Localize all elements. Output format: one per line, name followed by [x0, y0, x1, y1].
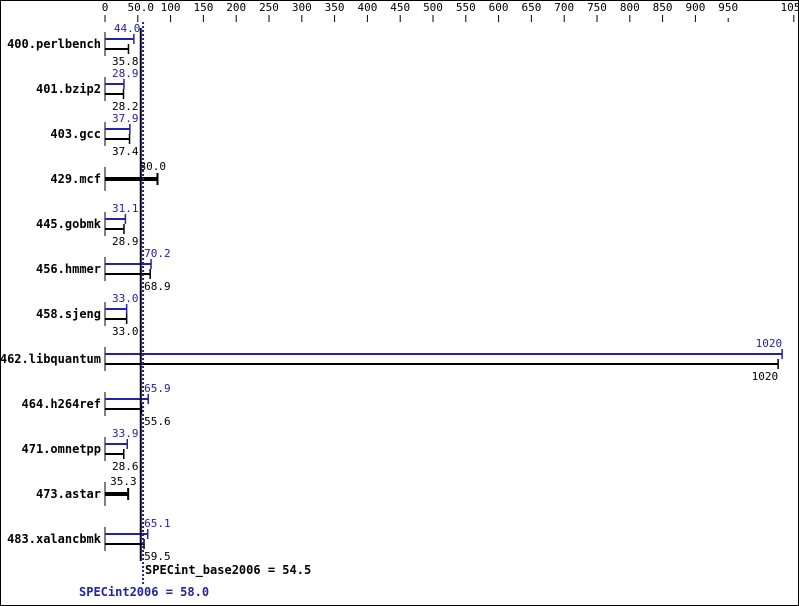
base-value-label: 1020	[752, 370, 779, 383]
x-tick-label: 50.0	[128, 1, 155, 14]
benchmark-label: 456.hmmer	[36, 262, 101, 276]
x-tick-label: 550	[456, 1, 476, 14]
benchmark-label: 473.astar	[36, 487, 101, 501]
benchmark-label: 401.bzip2	[36, 82, 101, 96]
peak-value-label: 70.2	[144, 247, 171, 260]
base-mean-label: SPECint_base2006 = 54.5	[145, 563, 311, 578]
base-value-label: 28.2	[112, 100, 139, 113]
x-tick-label: 850	[653, 1, 673, 14]
base-value-label: 68.9	[144, 280, 171, 293]
x-tick-label: 250	[259, 1, 279, 14]
base-value-label: 80.0	[139, 160, 166, 173]
base-value-label: 35.8	[112, 55, 139, 68]
x-tick-label: 0	[102, 1, 109, 14]
x-tick-label: 200	[226, 1, 246, 14]
peak-mean-label: SPECint2006 = 58.0	[79, 585, 209, 599]
peak-value-label: 33.9	[112, 427, 139, 440]
x-tick-label: 1050	[781, 1, 799, 14]
x-tick-label: 450	[390, 1, 410, 14]
base-value-label: 55.6	[144, 415, 171, 428]
benchmark-label: 471.omnetpp	[22, 442, 101, 456]
base-value-label: 35.3	[110, 475, 137, 488]
benchmark-label: 445.gobmk	[36, 217, 102, 231]
benchmark-label: 429.mcf	[50, 172, 101, 186]
x-tick-label: 500	[423, 1, 443, 14]
benchmark-label: 462.libquantum	[0, 352, 101, 366]
x-tick-label: 800	[620, 1, 640, 14]
benchmark-label: 403.gcc	[50, 127, 101, 141]
base-value-label: 37.4	[112, 145, 139, 158]
peak-value-label: 44.0	[114, 22, 141, 35]
x-tick-label: 300	[292, 1, 312, 14]
x-tick-label: 700	[554, 1, 574, 14]
x-tick-label: 600	[489, 1, 509, 14]
x-tick-label: 650	[521, 1, 541, 14]
benchmark-label: 400.perlbench	[7, 37, 101, 51]
peak-value-label: 31.1	[112, 202, 139, 215]
x-tick-label: 100	[161, 1, 181, 14]
benchmark-label: 483.xalancbmk	[7, 532, 102, 546]
benchmark-label: 464.h264ref	[22, 397, 101, 411]
x-tick-label: 900	[685, 1, 705, 14]
x-tick-label: 150	[193, 1, 213, 14]
base-value-label: 33.0	[112, 325, 139, 338]
x-tick-label: 950	[718, 1, 738, 14]
base-value-label: 28.9	[112, 235, 139, 248]
peak-value-label: 28.9	[112, 67, 139, 80]
peak-value-label: 1020	[756, 337, 783, 350]
peak-value-label: 65.1	[144, 517, 171, 530]
base-value-label: 28.6	[112, 460, 139, 473]
peak-value-label: 65.9	[144, 382, 171, 395]
peak-value-label: 37.9	[112, 112, 139, 125]
peak-value-label: 33.0	[112, 292, 139, 305]
x-tick-label: 750	[587, 1, 607, 14]
x-tick-label: 400	[357, 1, 377, 14]
benchmark-label: 458.sjeng	[36, 307, 101, 321]
x-tick-label: 350	[325, 1, 345, 14]
base-value-label: 59.5	[144, 550, 171, 563]
